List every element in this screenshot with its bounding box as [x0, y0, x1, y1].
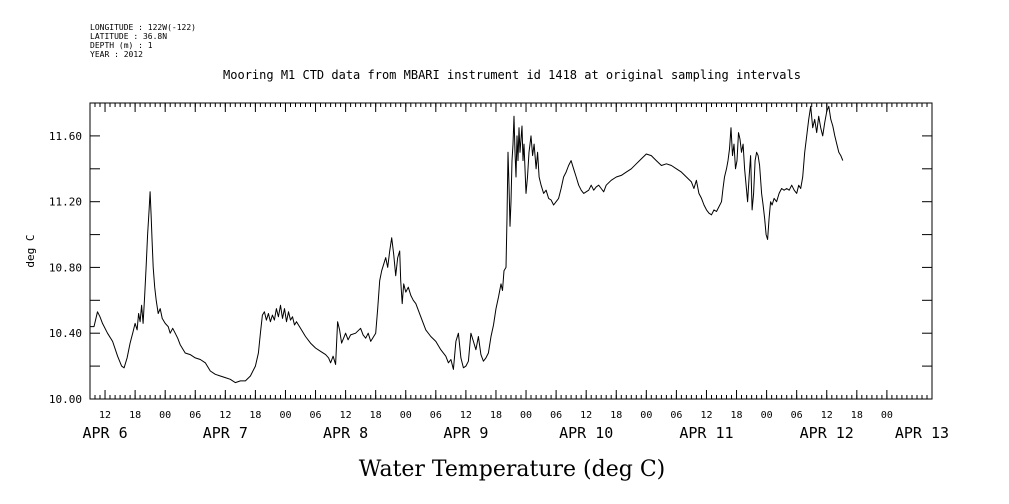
depth-text: DEPTH (m) : 1: [90, 41, 153, 50]
x-date-label: APR 10: [559, 424, 613, 442]
x-hour-label: 12: [219, 410, 231, 421]
x-hour-label: 18: [370, 410, 382, 421]
x-hour-label: 18: [249, 410, 261, 421]
y-axis: 10.00 10.40 10.80 11.20 11.60: [49, 102, 932, 406]
x-hour-label: 06: [550, 410, 562, 421]
x-axis-label: Water Temperature (deg C): [359, 457, 666, 482]
x-hour-label: 00: [400, 410, 412, 421]
metadata-block: LONGITUDE : 122W(-122) LATITUDE : 36.8N …: [90, 23, 196, 59]
series-line: [90, 105, 844, 384]
minor-ticks: [89, 103, 933, 399]
x-hour-label: 06: [189, 410, 201, 421]
longitude-text: LONGITUDE : 122W(-122): [90, 23, 196, 32]
x-hour-label: 00: [279, 410, 291, 421]
x-hour-label: 00: [520, 410, 532, 421]
x-hour-label: 00: [640, 410, 652, 421]
x-hour-label: 18: [490, 410, 502, 421]
x-date-label: APR 6: [82, 424, 127, 442]
x-hour-label: 06: [310, 410, 322, 421]
x-axis: 12 18 00 06 12 18 00 06 12 18 00 06 12 18 00 06 12 18 00 06…: [82, 103, 949, 442]
x-hour-label: 18: [731, 410, 743, 421]
y-tick-label: 10.80: [49, 261, 82, 274]
x-hour-label: 12: [580, 410, 592, 421]
x-date-label: APR 8: [323, 424, 368, 442]
x-hour-label: 06: [430, 410, 442, 421]
x-hour-label: 12: [340, 410, 352, 421]
x-hour-label: 12: [700, 410, 712, 421]
y-tick-label: 10.40: [49, 327, 82, 340]
y-tick-label: 11.20: [49, 196, 82, 209]
year-text: YEAR : 2012: [90, 50, 143, 59]
x-date-label: APR 7: [203, 424, 248, 442]
latitude-text: LATITUDE : 36.8N: [90, 32, 167, 41]
y-axis-label: deg C: [24, 234, 37, 267]
x-hour-label: 00: [159, 410, 171, 421]
x-date-label: APR 13: [895, 424, 949, 442]
x-hour-label: 06: [670, 410, 682, 421]
x-date-label: APR 9: [443, 424, 488, 442]
x-hour-label: 12: [821, 410, 833, 421]
x-hour-label: 18: [851, 410, 863, 421]
x-hour-label: 12: [460, 410, 472, 421]
y-tick-label: 11.60: [49, 130, 82, 143]
x-hour-label: 06: [791, 410, 803, 421]
x-date-label: APR 11: [679, 424, 733, 442]
x-date-label: APR 12: [800, 424, 854, 442]
x-hour-label: 00: [761, 410, 773, 421]
x-hour-label: 18: [129, 410, 141, 421]
chart-title: Mooring M1 CTD data from MBARI instrumen…: [223, 68, 801, 82]
series-layer: [90, 105, 844, 384]
x-hour-label: 12: [99, 410, 111, 421]
y-tick-label: 10.00: [49, 393, 82, 406]
x-hour-label: 18: [610, 410, 622, 421]
x-hour-label: 00: [881, 410, 893, 421]
